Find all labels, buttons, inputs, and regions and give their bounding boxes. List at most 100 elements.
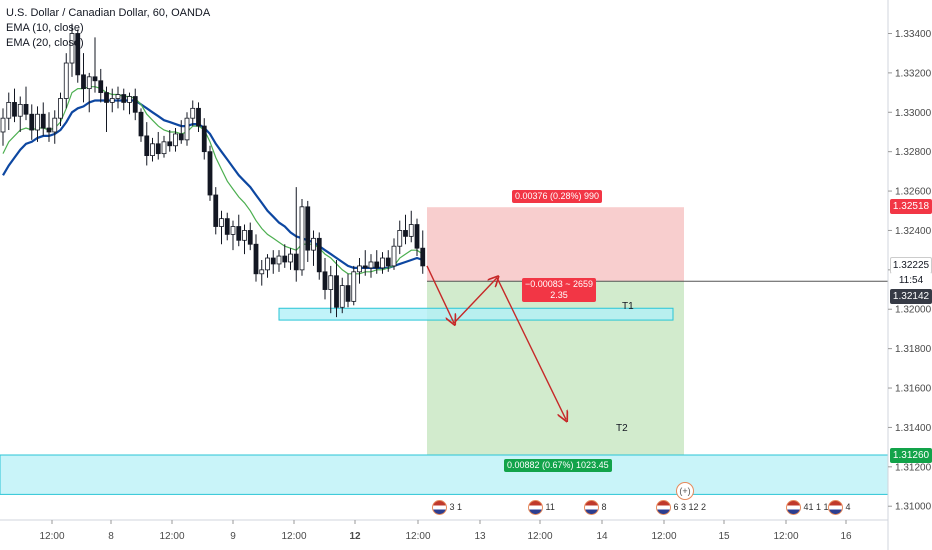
candle (138, 108, 144, 142)
time-tick-label: 14 (596, 531, 608, 542)
candle-body (351, 271, 357, 302)
candle (127, 92, 132, 115)
candle (190, 100, 196, 127)
candle (357, 258, 362, 284)
candle-body (29, 113, 35, 131)
price-tick-label: 1.33000 (895, 108, 932, 119)
candle-body (322, 271, 328, 290)
candle (403, 214, 408, 245)
candle-body (253, 243, 259, 275)
candle-body (0, 117, 6, 133)
target-2-label: T2 (616, 423, 628, 434)
candle-body (144, 135, 150, 157)
candle (322, 258, 328, 300)
price-tick-label: 1.31600 (895, 384, 932, 395)
stop-price-badge: 1.32518 (890, 199, 932, 214)
event-marker[interactable]: 4 (828, 500, 851, 522)
candle (288, 248, 293, 270)
time-tick-label: 15 (718, 531, 730, 542)
price-tick-label: 1.31200 (895, 462, 932, 473)
candle (368, 254, 374, 278)
price-tick-label: 1.31400 (895, 423, 932, 434)
us-flag-icon (432, 500, 447, 515)
candle (46, 112, 52, 142)
event-marker[interactable]: 8 (584, 500, 607, 522)
candle-body (414, 224, 420, 249)
candle (132, 88, 138, 121)
candle (40, 102, 46, 136)
candle (316, 232, 322, 280)
symbol-title[interactable]: U.S. Dollar / Canadian Dollar, 60, OANDA (6, 7, 211, 19)
candle-body (184, 117, 190, 141)
event-count: 41 1 1 2 (803, 501, 837, 512)
candle-body (190, 107, 196, 119)
event-marker[interactable]: 6 3 12 2 (656, 500, 706, 522)
candle (328, 265, 334, 314)
candle (207, 145, 213, 201)
target-price-badge: 1.31260 (890, 448, 932, 463)
candle (167, 130, 173, 152)
price-tick-label: 1.33400 (895, 29, 932, 40)
candle (282, 244, 288, 268)
candle (397, 220, 403, 255)
candle (334, 260, 339, 318)
ema10-legend[interactable]: EMA (10, close) (6, 22, 84, 34)
candle (52, 110, 58, 144)
events-expand-icon[interactable]: (+) (676, 482, 694, 500)
candle (144, 122, 150, 166)
candle-body (397, 230, 403, 247)
candle-body (230, 226, 236, 235)
event-marker[interactable]: 41 1 1 2 (786, 500, 836, 522)
risk-label[interactable]: 0.00376 (0.28%) 990 (512, 190, 603, 203)
candle-body (86, 76, 92, 90)
candle (86, 72, 92, 113)
candle-body (408, 224, 414, 237)
candle-body (196, 107, 201, 127)
candle (115, 86, 121, 109)
time-tick-label: 12:00 (405, 531, 430, 542)
candle (265, 254, 270, 278)
time-tick-label: 8 (108, 531, 114, 542)
candle-body (339, 285, 345, 308)
candle-body (23, 103, 29, 115)
candle-body (265, 257, 270, 271)
candle-body (224, 218, 230, 235)
candle (184, 112, 190, 146)
candle-body (81, 74, 86, 90)
candle (385, 250, 391, 272)
candle (270, 250, 276, 274)
candle-body (115, 94, 121, 99)
candle (242, 224, 247, 255)
candle-body (362, 265, 368, 269)
us-flag-icon (528, 500, 543, 515)
candle-body (385, 257, 391, 267)
candle (81, 53, 86, 103)
us-flag-icon (584, 500, 599, 515)
ratio-line2: 2.35 (550, 290, 568, 300)
candle-body (219, 218, 224, 227)
candle-body (293, 253, 299, 271)
ratio-label[interactable]: −0.00083 ~ 2659 2.35 (522, 278, 597, 302)
projection-arrow (496, 277, 566, 420)
candle-body (270, 257, 276, 265)
countdown-timer: 11:54 (890, 273, 932, 288)
last-price-badge: 1.32225 (890, 257, 932, 274)
candle (29, 104, 35, 140)
candle-body (213, 194, 219, 227)
event-marker[interactable]: 11 (528, 500, 555, 522)
candle-body (236, 226, 242, 241)
candle-body (328, 275, 334, 290)
event-marker[interactable]: 3 1 (432, 500, 462, 522)
candle-body (403, 230, 408, 237)
candle (345, 273, 351, 308)
candle (150, 137, 155, 162)
candle (75, 29, 81, 83)
time-tick-label: 9 (230, 531, 236, 542)
candle-body (46, 127, 52, 133)
reward-label[interactable]: 0.00882 (0.67%) 1023.45 (504, 459, 612, 472)
ema20-legend[interactable]: EMA (20, close) (6, 37, 84, 49)
candle (219, 210, 224, 245)
candle-body (63, 62, 69, 99)
